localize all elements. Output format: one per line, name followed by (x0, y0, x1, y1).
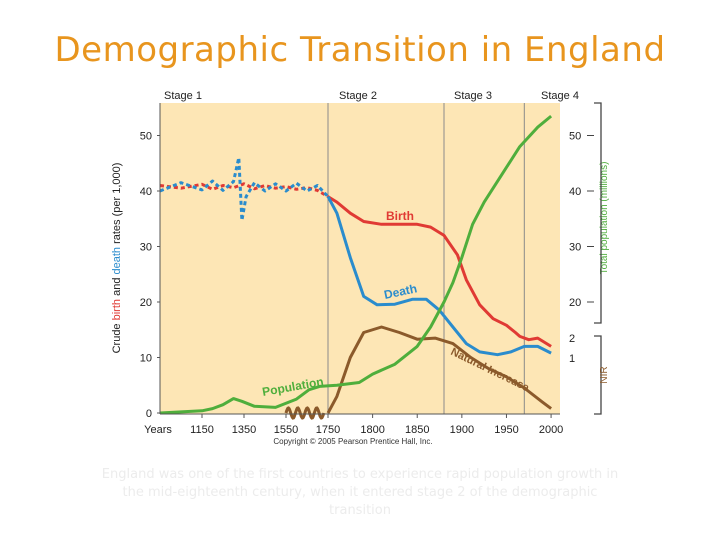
left-tick-label: 30 (140, 242, 152, 254)
left-axis-title-part: death (111, 247, 123, 275)
x-tick-label: 1350 (232, 424, 256, 436)
left-tick-label: 50 (140, 131, 152, 143)
right-nir-title: NIR (599, 366, 610, 383)
stage-label: Stage 4 (541, 90, 579, 102)
right-nir-tick-label: 2 (569, 333, 575, 345)
left-axis-title: Crude birth and death rates (per 1,000) (111, 163, 123, 354)
stage-label: Stage 2 (339, 90, 377, 102)
nir-bracket (594, 335, 602, 415)
right-pop-tick-label: 30 (569, 242, 581, 254)
population-bracket (594, 102, 602, 324)
x-tick-label: 1550 (274, 424, 298, 436)
stage-label: Stage 1 (164, 90, 202, 102)
left-axis-title-part: birth (111, 299, 123, 320)
left-tick-label: 40 (140, 186, 152, 198)
axes-layer: 0 10 20 30 40 50 Crude birth and death rates (… (111, 102, 610, 436)
right-pop-tick-label: 40 (569, 186, 581, 198)
right-pop-tick-label: 50 (569, 131, 581, 143)
left-axis-title-part: and (111, 275, 123, 299)
right-pop-title: Total population (millions) (599, 162, 610, 275)
slide-caption: England was one of the first countries t… (101, 467, 619, 518)
slide-title: Demographic Transition in England (54, 30, 666, 70)
series-layer (159, 114, 553, 415)
x-axis-title: Years (144, 424, 172, 436)
natural-increase-wave (284, 406, 326, 420)
x-tick-label: 1150 (190, 424, 214, 436)
right-nir-tick-label: 1 (569, 353, 575, 365)
copyright-note: Copyright © 2005 Pearson Prentice Hall, … (273, 437, 432, 446)
left-tick-label: 0 (146, 408, 152, 420)
left-axis-title-part: Crude (111, 320, 123, 353)
pre-increase-wave-layer (284, 406, 326, 420)
x-tick-label: 1900 (450, 424, 474, 436)
left-axis-title-part: rates (per 1,000) (111, 163, 123, 247)
series-natural-increase-line (326, 325, 553, 414)
stage-dividers: Stage 1 Stage 2 Stage 3 Stage 4 (164, 90, 579, 414)
label-death: Death (383, 281, 419, 302)
left-tick-label: 20 (140, 297, 152, 309)
x-tick-label: 2000 (539, 424, 563, 436)
plot-area (160, 103, 560, 414)
x-tick-label: 1750 (316, 424, 340, 436)
series-birth-line (327, 195, 552, 348)
demographic-transition-chart: Stage 1 Stage 2 Stage 3 Stage 4 0 10 20 30 40 50… (108, 88, 613, 450)
x-tick-label: 1800 (360, 424, 384, 436)
stage-label: Stage 3 (454, 90, 492, 102)
label-birth: Birth (386, 209, 414, 223)
x-tick-label: 1950 (494, 424, 518, 436)
series-population-line (159, 114, 553, 415)
left-tick-label: 10 (140, 353, 152, 365)
x-tick-label: 1850 (405, 424, 429, 436)
series-death-dotted (159, 156, 330, 222)
right-pop-tick-label: 20 (569, 297, 581, 309)
